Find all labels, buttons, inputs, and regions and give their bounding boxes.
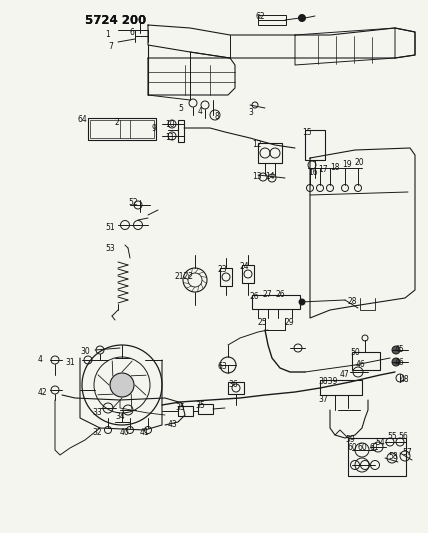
- Text: 2122: 2122: [175, 272, 194, 281]
- Text: 50: 50: [350, 348, 360, 357]
- Bar: [198, 404, 213, 414]
- Text: 46: 46: [356, 360, 366, 369]
- Text: 25: 25: [258, 318, 268, 327]
- Text: 47: 47: [340, 370, 350, 379]
- Text: 9: 9: [152, 124, 157, 133]
- Text: 33: 33: [92, 408, 102, 417]
- Text: 19: 19: [342, 160, 352, 169]
- Text: 11: 11: [165, 133, 175, 142]
- Bar: [258, 143, 282, 163]
- Text: 46: 46: [395, 358, 405, 367]
- Text: 64: 64: [78, 115, 88, 124]
- Text: 60: 60: [348, 443, 358, 452]
- Text: 51: 51: [105, 223, 115, 232]
- Bar: [352, 352, 380, 370]
- Text: 26: 26: [276, 290, 285, 299]
- Bar: [178, 406, 193, 416]
- Circle shape: [299, 299, 305, 305]
- Text: 34: 34: [115, 412, 125, 421]
- Text: 6: 6: [130, 28, 135, 37]
- Text: 17: 17: [318, 165, 327, 174]
- Text: 15: 15: [302, 128, 312, 137]
- Circle shape: [392, 358, 400, 366]
- Text: 4: 4: [198, 107, 203, 116]
- Text: 16: 16: [308, 168, 318, 177]
- Text: 41: 41: [140, 428, 150, 437]
- Bar: [305, 130, 325, 160]
- Text: 18: 18: [330, 163, 339, 172]
- Text: 29: 29: [285, 318, 294, 327]
- Text: 14: 14: [265, 172, 275, 181]
- Text: 45: 45: [395, 345, 405, 354]
- Text: 20: 20: [355, 158, 365, 167]
- Circle shape: [392, 346, 400, 354]
- Text: 36: 36: [228, 380, 238, 389]
- Text: 23: 23: [218, 265, 228, 274]
- Circle shape: [110, 373, 134, 397]
- Text: 5: 5: [178, 104, 183, 113]
- Text: 58: 58: [388, 452, 398, 461]
- Bar: [252, 295, 300, 309]
- Text: 12: 12: [252, 140, 262, 149]
- Text: 54: 54: [375, 438, 385, 447]
- Text: 26: 26: [250, 292, 260, 301]
- Text: 62: 62: [256, 12, 266, 21]
- Text: 13: 13: [252, 172, 262, 181]
- Bar: [258, 15, 286, 25]
- Text: 2: 2: [115, 118, 120, 127]
- Text: 8: 8: [215, 112, 220, 121]
- Text: 1: 1: [105, 30, 110, 39]
- Text: 28: 28: [348, 297, 357, 306]
- Text: 5724 200: 5724 200: [85, 14, 146, 27]
- Bar: [90, 120, 154, 138]
- Text: 7: 7: [108, 42, 113, 51]
- Text: 53: 53: [105, 244, 115, 253]
- Text: 52: 52: [128, 198, 138, 207]
- Bar: [178, 120, 184, 142]
- Text: 35: 35: [175, 403, 185, 412]
- Text: 56: 56: [398, 432, 408, 441]
- Text: 4: 4: [38, 355, 43, 364]
- Bar: [88, 118, 156, 140]
- Text: 63: 63: [218, 362, 228, 371]
- Text: 42: 42: [38, 388, 48, 397]
- Text: 5724 200: 5724 200: [85, 14, 146, 27]
- Bar: [348, 438, 406, 476]
- Text: 61: 61: [370, 443, 380, 452]
- Text: 32: 32: [92, 428, 101, 437]
- Text: 37: 37: [318, 395, 328, 404]
- Text: 60: 60: [358, 443, 368, 452]
- Text: 3839: 3839: [318, 377, 337, 386]
- Text: 43: 43: [168, 420, 178, 429]
- Bar: [242, 265, 254, 283]
- Circle shape: [298, 14, 306, 21]
- Text: 10: 10: [165, 120, 175, 129]
- Text: 31: 31: [65, 358, 74, 367]
- Bar: [320, 380, 362, 395]
- Text: 59: 59: [345, 435, 355, 444]
- Text: 3: 3: [248, 108, 253, 117]
- Text: 48: 48: [400, 375, 410, 384]
- Bar: [220, 268, 232, 286]
- Text: 55: 55: [387, 432, 397, 441]
- Text: 30: 30: [80, 347, 90, 356]
- Text: 40: 40: [120, 428, 130, 437]
- Text: 35: 35: [195, 401, 205, 410]
- Bar: [228, 382, 244, 394]
- Text: 24: 24: [240, 262, 250, 271]
- Text: 27: 27: [263, 290, 273, 299]
- Text: 57: 57: [402, 448, 412, 457]
